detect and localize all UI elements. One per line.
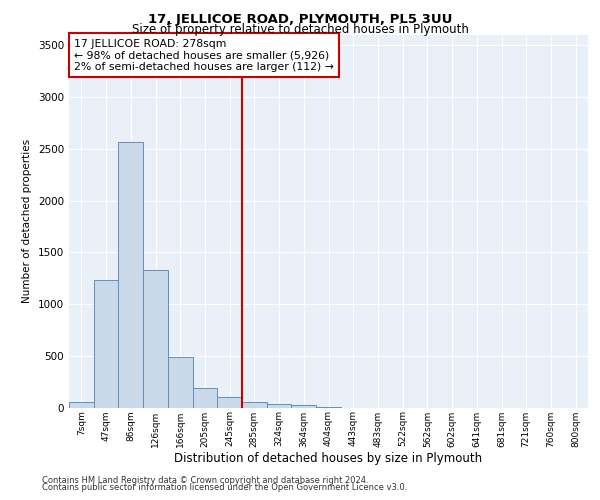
Bar (316, 407, 341, 408)
Text: 17, JELLICOE ROAD, PLYMOUTH, PL5 3UU: 17, JELLICOE ROAD, PLYMOUTH, PL5 3UU (148, 12, 452, 26)
Bar (193, 388, 217, 407)
Bar (168, 357, 193, 408)
Bar (292, 406, 316, 407)
Bar (267, 404, 292, 407)
Text: 17 JELLICOE ROAD: 278sqm
← 98% of detached houses are smaller (5,926)
2% of semi: 17 JELLICOE ROAD: 278sqm ← 98% of detach… (74, 38, 334, 72)
Y-axis label: Number of detached properties: Number of detached properties (22, 139, 32, 304)
Bar (242, 402, 267, 407)
Bar (118, 142, 143, 408)
X-axis label: Distribution of detached houses by size in Plymouth: Distribution of detached houses by size … (175, 452, 482, 465)
Text: Contains HM Land Registry data © Crown copyright and database right 2024.: Contains HM Land Registry data © Crown c… (42, 476, 368, 485)
Bar (94, 280, 118, 407)
Bar (69, 402, 94, 407)
Bar (217, 397, 242, 407)
Text: Size of property relative to detached houses in Plymouth: Size of property relative to detached ho… (131, 22, 469, 36)
Bar (143, 270, 168, 407)
Text: Contains public sector information licensed under the Open Government Licence v3: Contains public sector information licen… (42, 484, 407, 492)
